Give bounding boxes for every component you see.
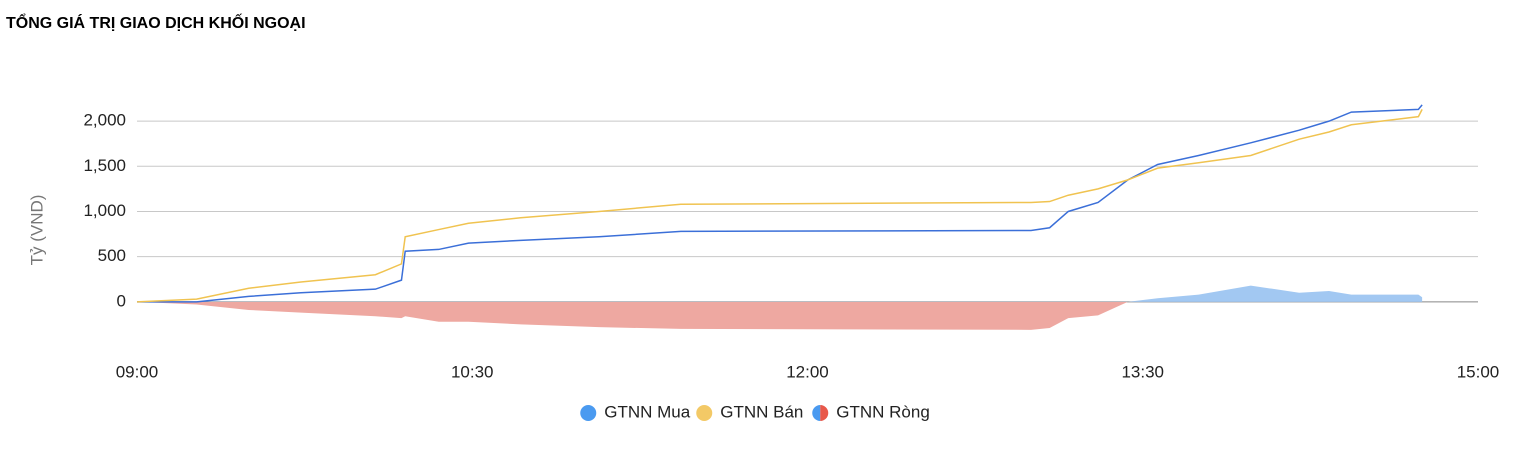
legend-swatch: [812, 405, 821, 421]
y-axis-label: Tỷ (VND): [27, 195, 46, 266]
legend-label: GTNN Bán: [720, 402, 803, 421]
legend-item: GTNN Bán: [696, 402, 803, 421]
series-line: [137, 104, 1423, 303]
series-line: [136, 109, 1423, 303]
negative-area: [140, 302, 1128, 330]
legend-label: GTNN Mua: [604, 402, 691, 421]
y-tick-label: 1,500: [83, 156, 126, 175]
x-tick-label: 10:30: [451, 362, 494, 381]
y-tick-label: 2,000: [83, 111, 126, 130]
x-tick-label: 09:00: [116, 362, 159, 381]
y-tick-label: 1,000: [83, 201, 126, 220]
y-tick-label: 500: [98, 246, 126, 265]
legend-item: GTNN Mua: [580, 402, 691, 421]
x-tick-label: 13:30: [1121, 362, 1164, 381]
x-tick-label: 12:00: [786, 362, 829, 381]
y-tick-label: 0: [117, 291, 126, 310]
positive-area: [137, 285, 1423, 302]
legend-swatch: [820, 405, 829, 421]
legend-swatch: [580, 405, 597, 421]
legend-swatch: [696, 405, 713, 421]
legend-item: GTNN Ròng: [812, 402, 930, 421]
chart-title: TỔNG GIÁ TRỊ GIAO DỊCH KHỐI NGOẠI: [6, 12, 306, 32]
x-tick-label: 15:00: [1457, 362, 1500, 381]
legend-label: GTNN Ròng: [836, 402, 930, 421]
